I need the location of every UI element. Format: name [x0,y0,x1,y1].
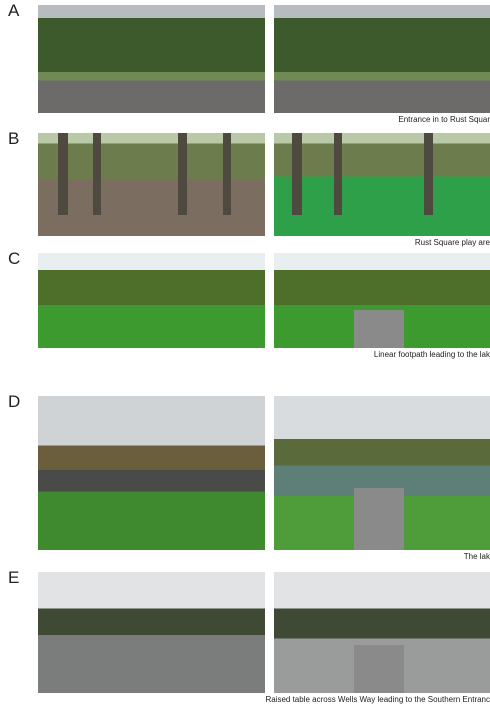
tree-trunk [223,133,231,215]
footpath [354,488,404,550]
footpath [354,310,404,348]
caption: Linear footpath leading to the lak [374,350,490,359]
photo-proposed [274,572,490,693]
page: {"panels": [ {"label": "A", "caption": "… [0,0,490,704]
photo-proposed [274,253,490,348]
panel-label: D [8,392,20,412]
photo-existing [38,133,265,236]
caption: Rust Square play are [415,238,490,247]
caption: Entrance in to Rust Squar [398,115,490,124]
photo-proposed [274,5,490,113]
photo-existing [38,253,265,348]
tree-trunk [93,133,101,215]
tree-trunk [292,133,302,215]
photo-proposed [274,133,490,236]
photo-proposed [274,396,490,550]
tree-trunk [424,133,433,215]
tree-trunk [58,133,68,215]
photo-existing [38,5,265,113]
panel-label: E [8,568,19,588]
photo-existing [38,396,265,550]
footpath [354,645,404,693]
photo-existing [38,572,265,693]
caption: The lak [464,552,490,561]
caption: Raised table across Wells Way leading to… [265,695,490,704]
tree-trunk [178,133,187,215]
panel-label: B [8,129,19,149]
panel-label: A [8,1,19,21]
tree-trunk [334,133,342,215]
panel-label: C [8,249,20,269]
